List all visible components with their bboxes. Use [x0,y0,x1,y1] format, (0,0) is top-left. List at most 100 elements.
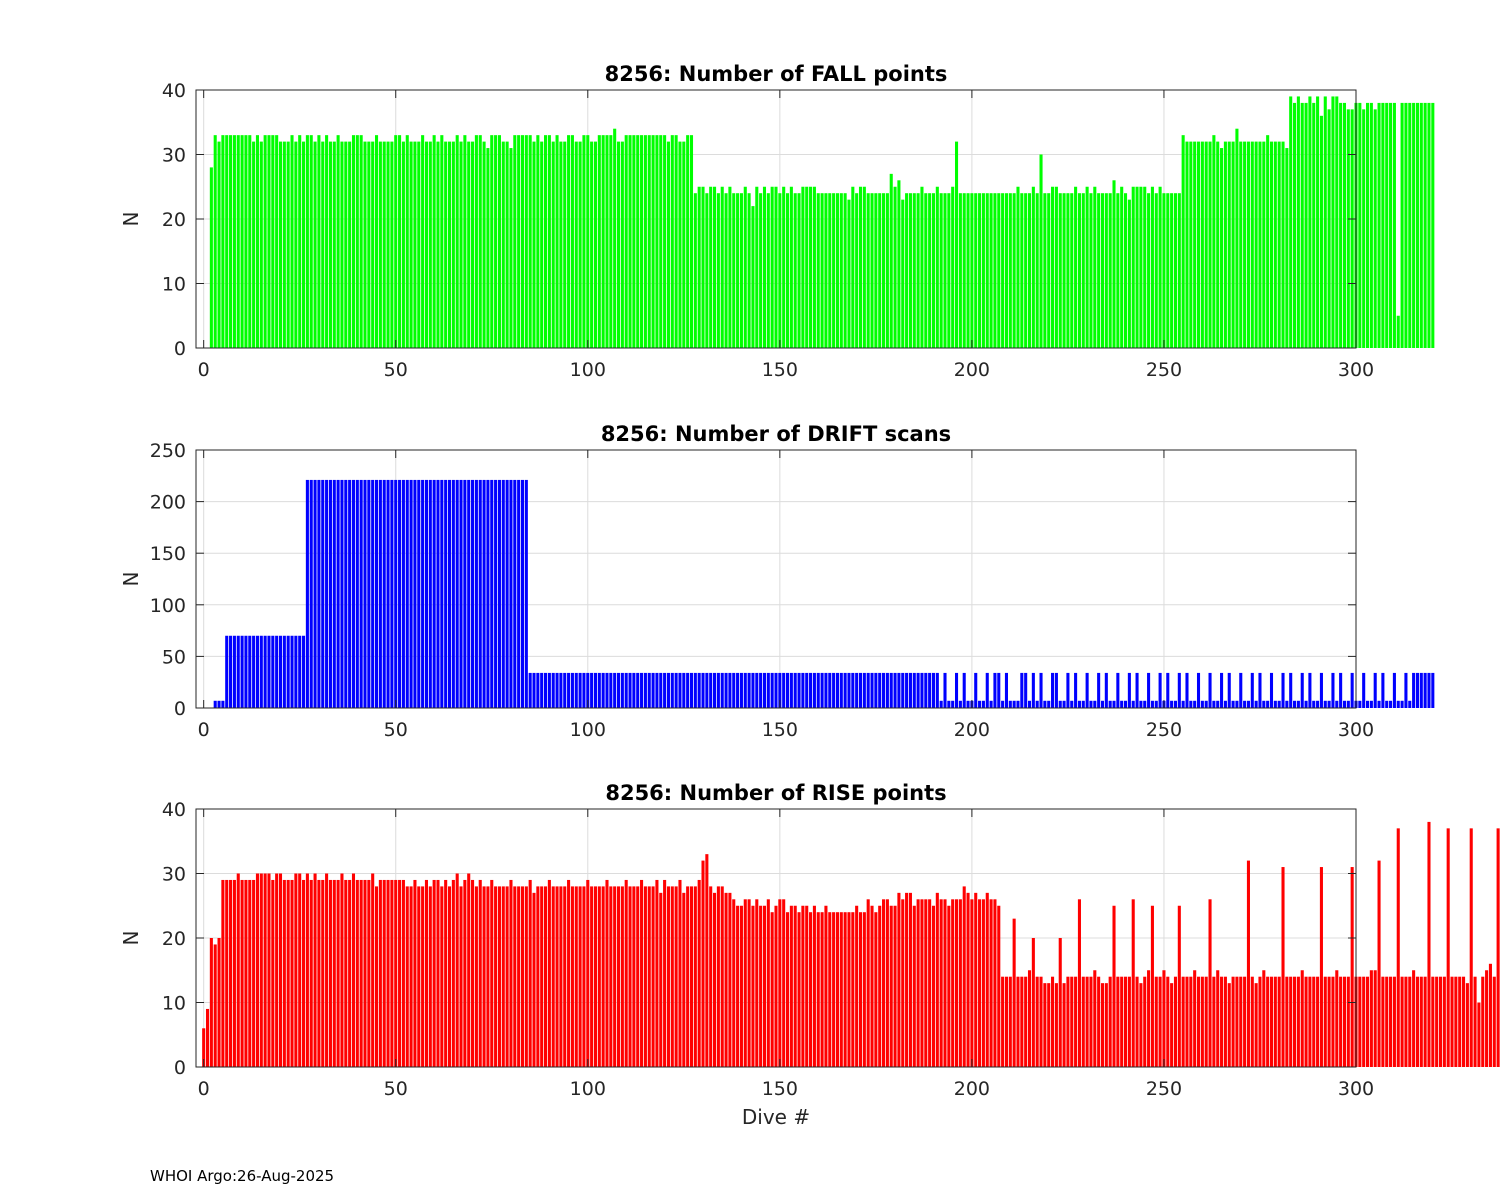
bar [398,479,402,708]
bar [1220,672,1224,708]
y-tick-label: 40 [162,80,186,102]
bar [1319,115,1323,348]
bar [686,672,690,708]
bar [663,879,667,1067]
bar [1112,905,1116,1067]
bar [839,672,843,708]
bar [371,141,375,348]
bar [632,135,636,348]
bar [659,892,663,1067]
bar [1112,700,1116,708]
y-axis-label: N [119,931,143,946]
bar [236,635,240,708]
bar [1396,315,1400,348]
bar [739,672,743,708]
bar [1200,976,1204,1067]
bar [1431,672,1435,708]
bar [1016,976,1020,1067]
bar [736,672,740,708]
x-tick-label: 300 [1338,719,1374,741]
bar [843,193,847,348]
bar [1312,700,1316,708]
bar [1323,976,1327,1067]
bar [743,186,747,348]
bar [805,672,809,708]
bar [847,199,851,348]
bar [820,193,824,348]
bar [797,672,801,708]
bar [978,700,982,708]
bar [1012,918,1016,1067]
bar [513,886,517,1067]
bar [651,672,655,708]
bar [705,193,709,348]
bar [1170,700,1174,708]
bar [659,672,663,708]
bar [463,479,467,708]
bar [286,141,290,348]
bar [593,141,598,348]
bar [824,193,828,348]
bar [713,892,717,1067]
bar [1127,976,1131,1067]
bar [298,873,302,1067]
bar [989,899,993,1067]
bar [962,672,966,708]
y-tick-label: 0 [174,698,186,720]
bar [866,193,870,348]
bar [1319,672,1323,708]
y-tick-label: 10 [162,274,186,296]
bar [666,886,670,1067]
bar [1196,672,1201,708]
bar [747,193,751,348]
bar [1173,976,1178,1067]
bar [666,141,670,348]
bar [1039,154,1043,348]
bar [1154,193,1158,348]
bar [455,873,459,1067]
bar [447,141,452,348]
bar [209,938,213,1067]
bar [298,135,302,348]
bar [325,873,329,1067]
bar [1365,102,1370,349]
bar [1404,976,1408,1067]
bar [1239,672,1243,708]
bar [413,479,417,708]
bar [1104,672,1108,708]
bar [582,886,586,1067]
bar [240,879,244,1067]
bar [640,135,644,348]
bar [1216,970,1220,1067]
bar [670,886,674,1067]
bar [1193,141,1197,348]
y-tick-label: 150 [150,543,186,565]
bar [1435,976,1439,1067]
bar [544,886,548,1067]
bar [586,135,590,348]
bar [1166,976,1170,1067]
bar [766,193,770,348]
bar [1185,672,1189,708]
bar [1181,976,1185,1067]
bar [1339,976,1343,1067]
bar [1335,970,1339,1067]
bar [1269,141,1274,348]
bar [674,672,678,708]
chart-panel-2: 0 50 100 150 200 250 300 0 50 100 150 200 250 8256: N… [119,422,1435,741]
bar [643,886,647,1067]
bar [478,879,482,1067]
bar [459,886,463,1067]
bar [655,135,659,348]
bar [651,135,655,348]
bar [759,193,763,348]
bar [444,479,448,708]
bar [789,186,793,348]
bar [444,141,448,348]
bar [351,479,356,708]
bar [693,886,697,1067]
bar [455,135,459,348]
bar [263,873,267,1067]
bar [785,912,790,1067]
bar [532,672,536,708]
